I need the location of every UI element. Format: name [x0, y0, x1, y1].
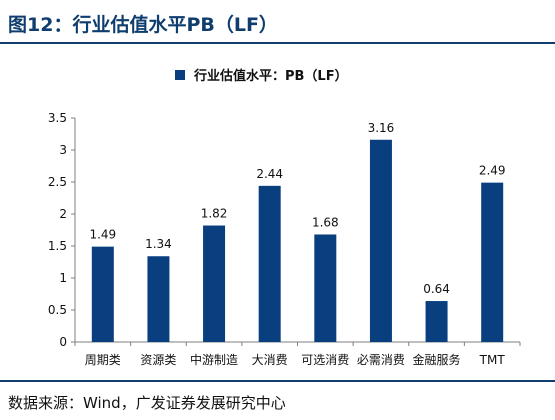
- y-tick-label: 2.5: [48, 175, 67, 189]
- source-rule: [0, 380, 555, 382]
- bar: [369, 139, 392, 342]
- bar: [481, 182, 504, 342]
- tick-labels: 0 0.5 1 1.5 2 2.5 3 3.5 周期类 资源类 中游制造 大消费 可选消费 必需消费 金融服…: [48, 111, 505, 367]
- x-tick-label: 大消费: [252, 353, 288, 367]
- x-tick-label: 中游制造: [190, 352, 238, 367]
- bar: [425, 301, 448, 342]
- data-labels: 1.49 1.34 1.82 2.44 1.68 3.16 0.64 2.49: [89, 121, 505, 296]
- data-label: 3.16: [368, 121, 395, 135]
- x-tick-label: 金融服务: [413, 352, 461, 367]
- bar-chart: 行业估值水平：PB（LF） 1.49 1.34 1.82 2.44 1.68 3.16 0.…: [48, 68, 521, 367]
- legend: 行业估值水平：PB（LF）: [175, 68, 348, 84]
- title-rule: [0, 42, 555, 44]
- bar: [203, 225, 226, 342]
- bar: [258, 185, 281, 342]
- legend-label: 行业估值水平：PB（LF）: [193, 68, 348, 84]
- x-tick-label: TMT: [479, 353, 506, 367]
- legend-swatch: [175, 70, 185, 80]
- y-tick-label: 0: [59, 335, 67, 349]
- figure-title: 图12：行业估值水平PB（LF）: [8, 14, 278, 36]
- bar: [91, 246, 114, 342]
- y-tick-label: 1.5: [48, 239, 67, 253]
- y-tick-label: 3: [59, 143, 67, 157]
- x-tick-label: 周期类: [85, 353, 121, 367]
- data-label: 2.49: [479, 164, 506, 178]
- x-tick-label: 可选消费: [301, 353, 349, 367]
- x-tick-label: 必需消费: [357, 353, 405, 367]
- y-tick-label: 2: [59, 207, 67, 221]
- data-label: 1.49: [89, 228, 116, 242]
- data-label: 1.34: [145, 237, 172, 251]
- bar: [147, 256, 170, 342]
- bar: [314, 234, 337, 342]
- x-tick-label: 资源类: [140, 353, 176, 367]
- y-tick-label: 3.5: [48, 111, 67, 125]
- bars: [91, 139, 504, 342]
- y-tick-label: 0.5: [48, 303, 67, 317]
- data-label: 1.82: [201, 207, 228, 221]
- y-tick-label: 1: [59, 271, 67, 285]
- data-label: 1.68: [312, 215, 339, 229]
- data-label: 0.64: [423, 282, 450, 296]
- source-note: 数据来源：Wind，广发证券发展研究中心: [8, 394, 286, 412]
- axes: [71, 117, 521, 346]
- data-label: 2.44: [256, 167, 283, 181]
